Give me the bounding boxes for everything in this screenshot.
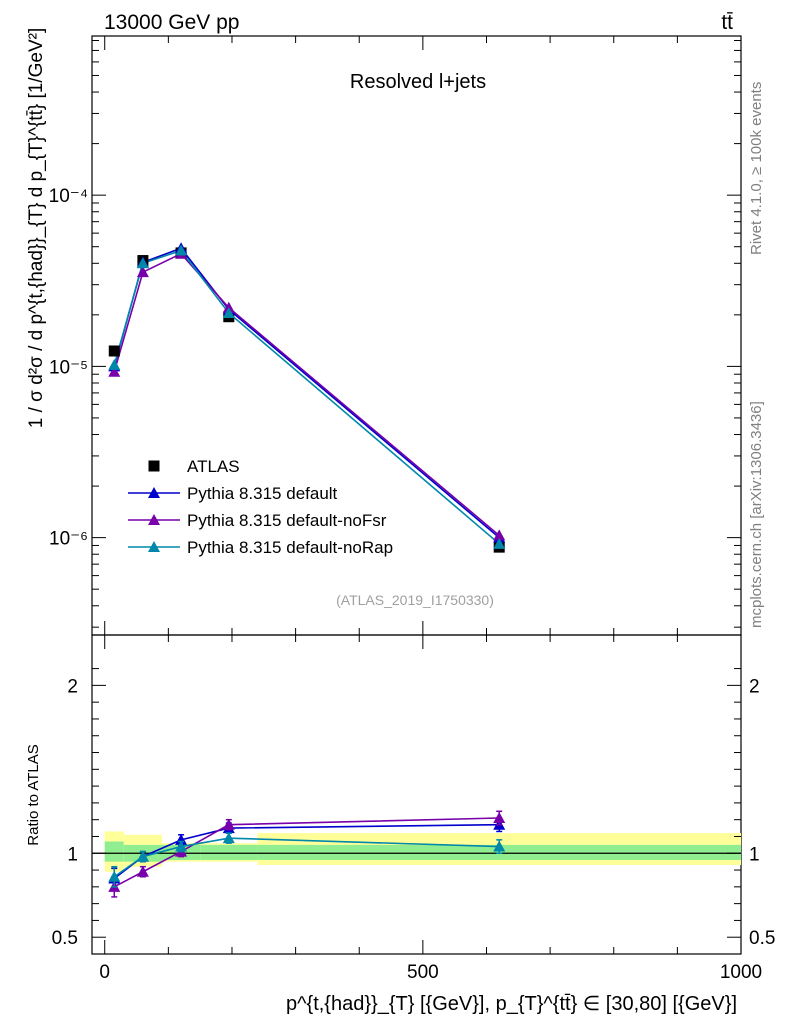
ratio-point-1 <box>222 818 235 830</box>
process-label: tt̄ <box>721 11 733 34</box>
legend-label-1: Pythia 8.315 default <box>187 484 338 503</box>
series-3-point <box>136 257 149 269</box>
stat-band-3 <box>200 844 258 860</box>
ratio-point-1 <box>493 812 506 824</box>
plot-title: Resolved l+jets <box>350 71 486 93</box>
legend-marker-1 <box>148 487 160 498</box>
legend-label-2: Pythia 8.315 default-noFsr <box>187 511 387 530</box>
side-label-mcplots: mcplots.cern.ch [arXiv:1306.3436] <box>748 401 765 628</box>
side-label-rivet: Rivet 4.1.0, ≥ 100k events <box>748 82 765 255</box>
x-axis-title: p^{t,{had}}_{T} [{GeV}], p_{T}^{tt̄} ∈ [… <box>286 993 737 1015</box>
ratio-y-tick-label-right: 2 <box>749 676 760 697</box>
legend-label-0: ATLAS <box>187 457 240 476</box>
atlas-point <box>108 345 120 357</box>
main-series <box>108 242 506 553</box>
series-3-point <box>493 537 506 549</box>
series-2-point <box>136 266 149 278</box>
series-3-point <box>222 307 235 319</box>
analysis-id: (ATLAS_2019_I1750330) <box>336 592 494 608</box>
legend-marker-2 <box>148 514 160 525</box>
ratio-y-tick-label: 0.5 <box>52 928 78 949</box>
ratio-point-2 <box>108 870 121 882</box>
ratio-frame <box>91 634 742 955</box>
series-2-point <box>108 365 121 377</box>
main-y-tick-label: 10⁻⁴ <box>49 186 88 207</box>
x-tick-label: 500 <box>407 962 439 983</box>
ratio-y-tick-label: 2 <box>67 676 78 697</box>
energy-label: 13000 GeV pp <box>104 11 239 34</box>
main-y-tick-label: 10⁻⁶ <box>49 529 88 550</box>
ratio-y-tick-label: 1 <box>67 844 78 865</box>
legend-label-3: Pythia 8.315 default-noRap <box>187 538 393 557</box>
series-2-point <box>493 529 506 541</box>
series-3-point <box>175 244 188 256</box>
ratio-y-tick-label-right: 0.5 <box>749 928 775 949</box>
ratio-point-1 <box>136 865 149 877</box>
x-tick-label: 1000 <box>720 962 762 983</box>
ratio-series <box>108 810 506 898</box>
series-3-point <box>108 358 121 370</box>
main-y-tick-label: 10⁻⁵ <box>49 357 88 378</box>
ratio-point-2 <box>136 850 149 862</box>
ratio-y-axis-title: Ratio to ATLAS <box>25 744 42 845</box>
legend: ATLAS Pythia 8.315 default Pythia 8.315 de… <box>128 457 393 557</box>
main-y-axis-title: 1 / σ d²σ / d p^{t,{had}}_{T} d p_{T}^{t… <box>26 28 47 428</box>
x-tick-label: 0 <box>99 962 110 983</box>
ratio-point-2 <box>175 840 188 852</box>
legend-marker-3 <box>148 541 160 552</box>
ratio-y-tick-label-right: 1 <box>749 844 760 865</box>
stat-band-0 <box>104 841 124 862</box>
ratio-point-2 <box>222 832 235 844</box>
axis-ticks: 10⁻⁶ 10⁻⁵ 10⁻⁴ 0 500 1000 0.5 0.5 1 1 2 2 <box>49 36 775 983</box>
ratio-point-2 <box>493 840 506 852</box>
legend-marker-atlas <box>148 460 160 472</box>
ratio-uncertainty-bands <box>104 831 741 872</box>
